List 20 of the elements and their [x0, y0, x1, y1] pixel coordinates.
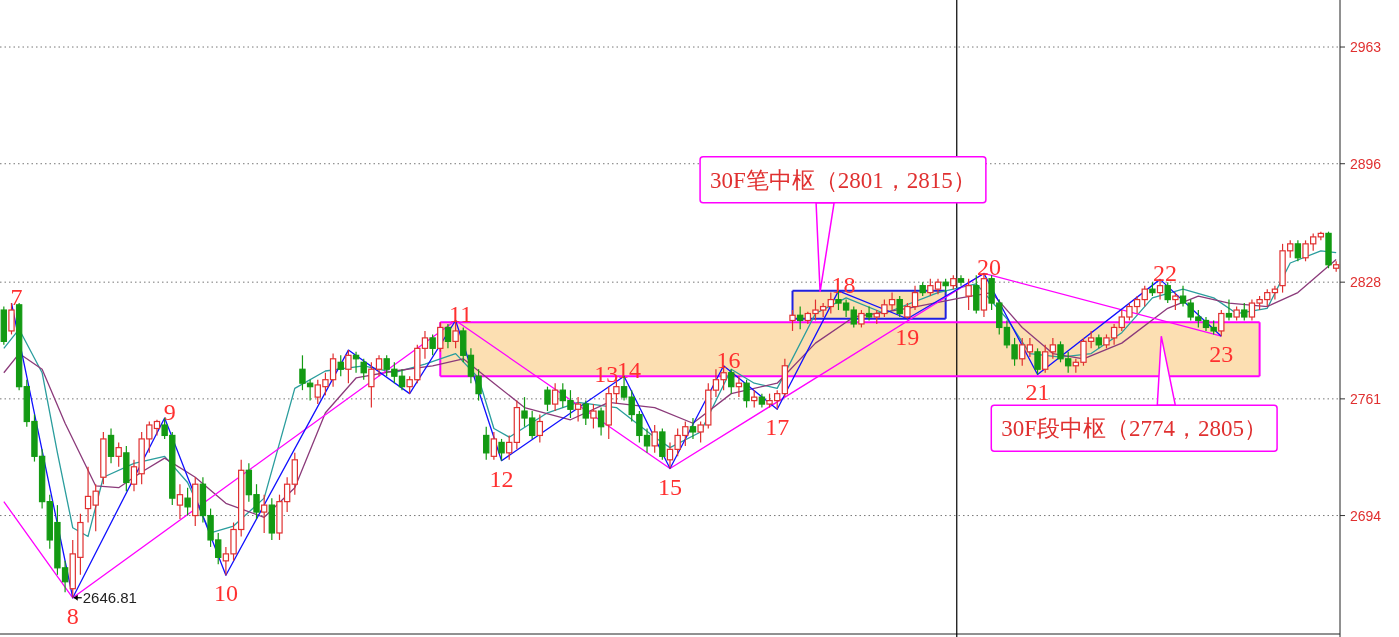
- y-tick-label: 2761: [1350, 390, 1382, 407]
- annotation: 11: [449, 301, 473, 328]
- y-tick-label: 2896: [1350, 155, 1382, 172]
- annotation: 8: [66, 602, 79, 629]
- annotation: 17: [765, 414, 790, 441]
- annotation: 7: [10, 284, 23, 311]
- y-tick-label: 2828: [1350, 274, 1382, 291]
- annotation: 19: [895, 323, 920, 350]
- annotation: 20: [976, 254, 1001, 281]
- annotation: 2646.81: [82, 588, 137, 606]
- annotation: 12: [489, 465, 514, 492]
- annotation: 9: [163, 399, 176, 426]
- annotation: 22: [1153, 260, 1178, 287]
- annotation: 23: [1209, 341, 1234, 368]
- annotation: 21: [1025, 379, 1050, 406]
- annotation: 15: [658, 473, 682, 500]
- annotation: 10: [213, 580, 238, 607]
- y-tick-label: 2694: [1350, 507, 1382, 524]
- y-tick-label: 2963: [1350, 39, 1382, 56]
- annotation: 16: [716, 346, 741, 373]
